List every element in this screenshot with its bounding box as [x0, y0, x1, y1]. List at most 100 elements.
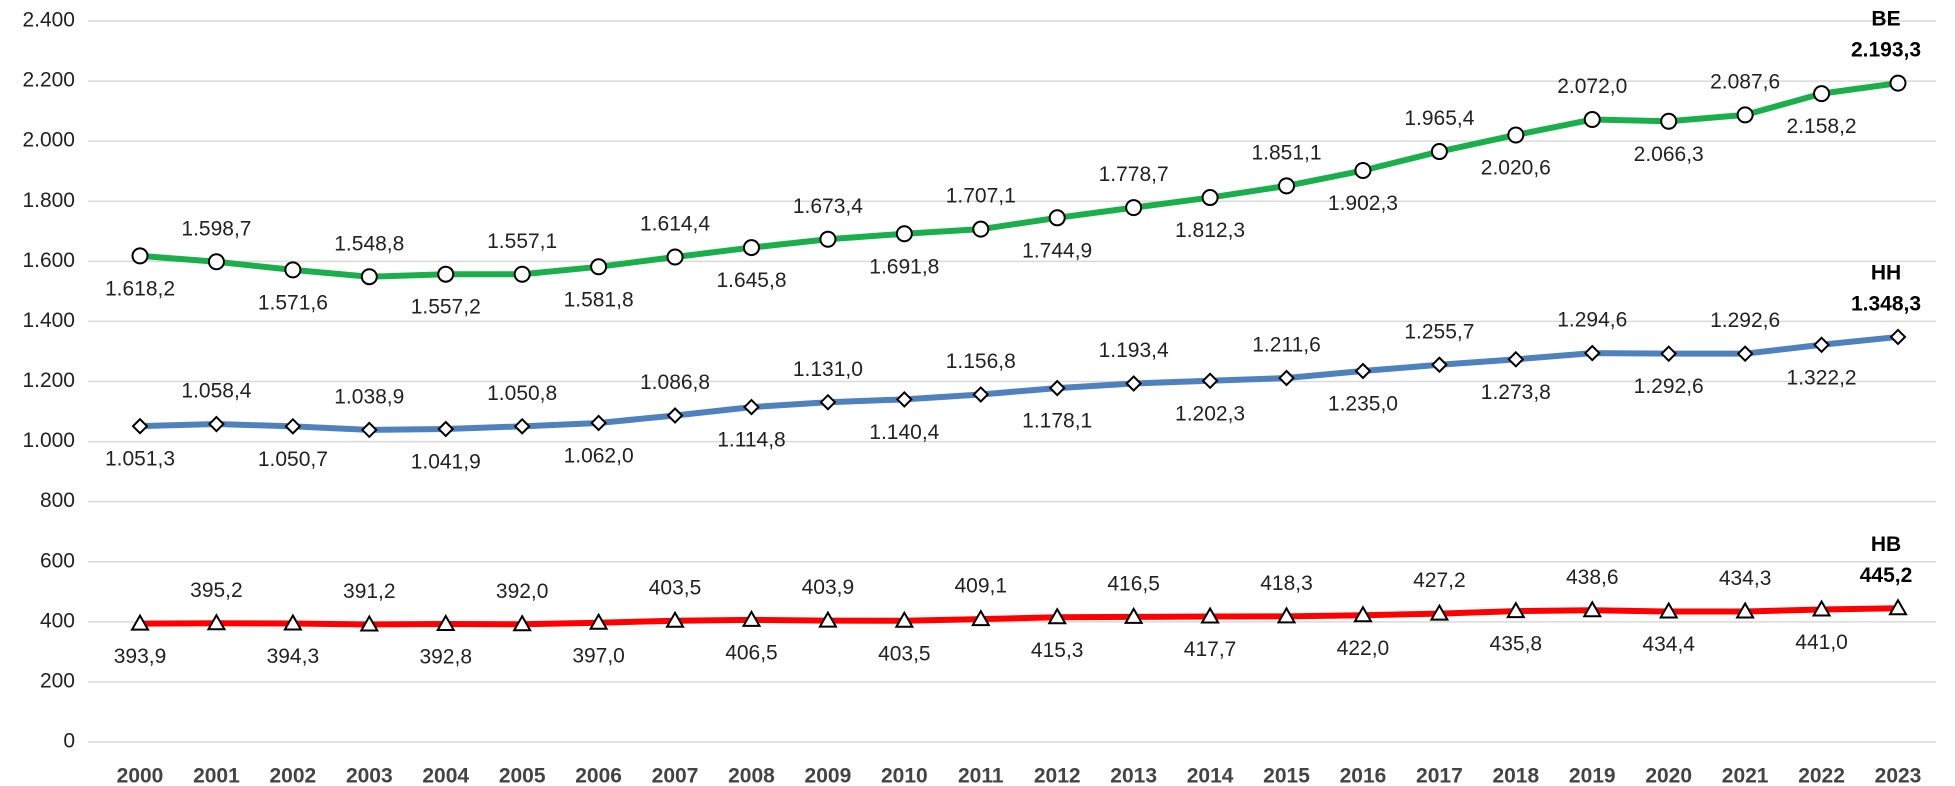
x-tick-label: 2012: [1034, 765, 1081, 786]
marker: [1429, 603, 1450, 621]
data-label: 1.062,0: [564, 445, 634, 468]
x-tick-label: 2022: [1798, 765, 1845, 786]
data-label: 417,7: [1184, 638, 1237, 661]
x-tick-label: 2007: [652, 765, 699, 786]
data-label: 1.673,4: [793, 195, 863, 218]
data-label: 1.273,8: [1481, 381, 1551, 404]
data-label: 434,4: [1642, 633, 1695, 656]
y-tick-label: 600: [40, 549, 75, 572]
data-label: 1.557,1: [487, 230, 557, 253]
marker: [1430, 143, 1448, 161]
x-tick-label: 2020: [1645, 765, 1692, 786]
data-label: 409,1: [955, 575, 1008, 598]
data-label: 1.618,2: [105, 277, 175, 300]
data-label: 1.557,2: [411, 296, 481, 319]
data-label: 1.156,8: [946, 350, 1016, 373]
marker: [972, 386, 990, 403]
marker: [895, 225, 913, 243]
marker: [1507, 126, 1525, 144]
marker: [1582, 600, 1602, 618]
x-tick-label: 2017: [1416, 765, 1463, 786]
y-tick-label: 0: [63, 730, 75, 753]
y-tick-label: 2.200: [22, 69, 75, 92]
x-tick-label: 2021: [1722, 765, 1769, 786]
marker: [1200, 606, 1220, 624]
data-label: 2.072,0: [1557, 75, 1627, 98]
marker: [666, 248, 684, 266]
marker: [437, 420, 455, 438]
marker: [818, 610, 838, 628]
marker: [1123, 606, 1144, 624]
data-label: 434,3: [1719, 567, 1772, 590]
x-tick-label: 2006: [575, 765, 622, 786]
marker: [1048, 209, 1066, 227]
data-label: 394,3: [267, 645, 320, 668]
x-tick-label: 2002: [270, 765, 317, 786]
marker: [1736, 106, 1754, 124]
marker: [590, 414, 608, 432]
data-label: 1.292,6: [1634, 375, 1704, 398]
marker: [360, 268, 378, 286]
marker: [1813, 336, 1830, 354]
marker: [513, 417, 531, 435]
data-label: 1.292,6: [1710, 309, 1780, 332]
y-tick-label: 2.000: [22, 129, 75, 152]
marker: [1201, 372, 1219, 390]
marker: [1888, 598, 1908, 616]
data-label: 1.041,9: [411, 451, 481, 474]
data-label: 1.548,8: [334, 232, 404, 255]
data-label: 427,2: [1413, 569, 1466, 592]
x-tick-label: 2023: [1875, 765, 1922, 786]
data-label: 1.645,8: [716, 269, 786, 292]
marker: [1048, 379, 1066, 397]
marker: [741, 609, 762, 627]
data-label: 392,0: [496, 580, 549, 603]
y-tick-label: 1.400: [22, 309, 75, 332]
marker: [1278, 369, 1295, 387]
data-label: 1.255,7: [1404, 320, 1474, 343]
marker: [1735, 601, 1755, 619]
marker: [207, 253, 225, 271]
x-tick-label: 2001: [193, 765, 240, 786]
marker: [1889, 74, 1907, 92]
data-label: 1.193,4: [1099, 339, 1169, 362]
data-label: 1.050,7: [258, 448, 328, 471]
data-label: 1.114,8: [717, 429, 786, 452]
marker: [665, 610, 685, 628]
marker: [284, 261, 302, 279]
data-label: 441,0: [1795, 631, 1848, 654]
data-label: 1.614,4: [640, 213, 710, 236]
data-label: 435,8: [1490, 633, 1543, 656]
marker: [1583, 111, 1601, 129]
marker: [588, 612, 609, 630]
marker: [1507, 350, 1525, 368]
x-tick-label: 2005: [499, 765, 546, 786]
y-tick-label: 1.200: [22, 369, 75, 392]
data-label: 438,6: [1566, 566, 1619, 589]
data-label: 391,2: [343, 580, 396, 603]
marker: [1736, 345, 1754, 363]
data-label: 422,0: [1337, 637, 1390, 660]
x-tick-label: 2013: [1110, 765, 1157, 786]
marker: [1354, 362, 1372, 380]
x-tick-label: 2011: [958, 765, 1004, 786]
series-name: BE: [1871, 8, 1900, 31]
data-label: 1.131,0: [793, 358, 863, 381]
marker: [895, 390, 913, 408]
data-label: 1.211,6: [1252, 334, 1321, 357]
data-label: 1.902,3: [1328, 192, 1398, 215]
data-label: 393,9: [114, 645, 167, 668]
marker: [131, 247, 149, 265]
marker: [819, 393, 837, 411]
marker: [1353, 605, 1373, 623]
marker: [1658, 601, 1679, 619]
series-name: HB: [1871, 533, 1901, 556]
marker: [1583, 344, 1601, 362]
data-label: 2.020,6: [1481, 157, 1551, 180]
y-tick-label: 1.600: [22, 249, 75, 272]
marker: [1278, 177, 1296, 195]
data-label: 392,8: [419, 646, 472, 669]
marker: [1276, 606, 1297, 624]
series-line: [139, 605, 1899, 628]
